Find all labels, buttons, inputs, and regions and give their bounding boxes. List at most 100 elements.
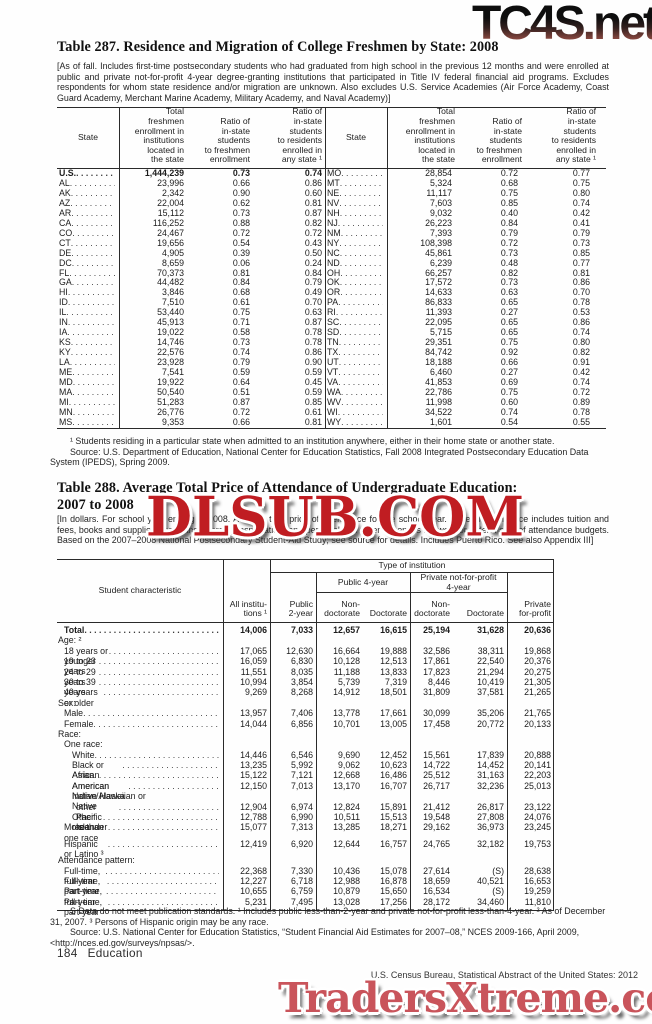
cell-ratio-freshmen: 0.66 bbox=[232, 177, 250, 188]
cell-value: 12,657 bbox=[333, 625, 360, 635]
cell-value: 22,368 bbox=[240, 865, 267, 876]
cell-total: 26,223 bbox=[425, 217, 452, 228]
dot-leader bbox=[84, 625, 219, 635]
cell-value: 26,817 bbox=[477, 801, 504, 812]
state-label: ME bbox=[59, 368, 73, 378]
row-label: Asian bbox=[72, 770, 95, 781]
cell-ratio-any: 0.70 bbox=[304, 297, 322, 308]
state-cell: ND bbox=[325, 259, 387, 269]
row-label: Female bbox=[64, 718, 94, 729]
state-label: DC bbox=[59, 258, 72, 268]
dot-leader bbox=[68, 298, 115, 308]
cell-ratio-freshmen: 0.69 bbox=[500, 377, 518, 388]
state-cell: CO bbox=[57, 229, 119, 239]
cell-ratio-freshmen: 0.66 bbox=[232, 416, 250, 427]
cell-ratio-freshmen: 0.65 bbox=[500, 317, 518, 328]
table-row: Race: bbox=[57, 729, 554, 739]
cell-value: 15,561 bbox=[423, 749, 450, 760]
table-288-note: [In dollars. For school year ending in 2… bbox=[57, 514, 609, 546]
row-label-cell: American Indian/Alaska Native bbox=[57, 781, 223, 812]
cell-value: 30,099 bbox=[423, 708, 450, 719]
cell-value: 25,512 bbox=[423, 770, 450, 781]
row-label-cell: other Pacific Islander bbox=[57, 802, 223, 833]
table-row: Attendance pattern: bbox=[57, 855, 554, 865]
dot-leader bbox=[338, 408, 383, 418]
state-label: IA bbox=[59, 328, 68, 338]
state-label: SC bbox=[327, 318, 340, 328]
cell-value: 31,163 bbox=[477, 770, 504, 781]
cell-value: 34,460 bbox=[477, 896, 504, 907]
cell-ratio-freshmen: 0.66 bbox=[500, 357, 518, 368]
cell-total: 44,482 bbox=[157, 277, 184, 288]
dot-leader bbox=[70, 179, 115, 189]
table-row: VA 41,853 0.69 0.74 bbox=[325, 377, 606, 388]
row-label-cell: White bbox=[57, 750, 223, 760]
cell-ratio-freshmen: 0.84 bbox=[500, 217, 518, 228]
cell-value: 10,419 bbox=[477, 676, 504, 687]
cell-value: 19,753 bbox=[524, 838, 551, 849]
column-header-state: State bbox=[77, 132, 99, 143]
state-cell: MA bbox=[57, 388, 119, 398]
footnote-text: ¹ Students residing in a particular stat… bbox=[70, 436, 555, 446]
table-row: NE 11,117 0.75 0.80 bbox=[325, 188, 606, 199]
cell-total: 26,776 bbox=[157, 406, 184, 417]
cell-value: 13,005 bbox=[380, 718, 407, 729]
row-label-cell: Female bbox=[57, 719, 223, 729]
column-header-private-for-profit: Private for-profit bbox=[519, 598, 551, 619]
state-label: DE bbox=[59, 248, 72, 258]
state-cell: SD bbox=[325, 328, 387, 338]
cell-total: 50,540 bbox=[157, 386, 184, 397]
cell-value: 10,623 bbox=[380, 760, 407, 771]
row-label-cell: Total bbox=[57, 625, 223, 635]
cell-ratio-any: 0.42 bbox=[572, 367, 590, 378]
state-cell: DE bbox=[57, 249, 119, 259]
row-label: 19 to 23 years bbox=[64, 656, 96, 677]
table-row: Female 14,044 6,856 10,701 13,005 17,458 20,77… bbox=[57, 719, 554, 729]
dot-leader bbox=[72, 259, 115, 269]
state-cell: UT bbox=[325, 358, 387, 368]
cell-value: 17,256 bbox=[380, 896, 407, 907]
cell-total: 5,715 bbox=[429, 327, 452, 338]
state-cell: KY bbox=[57, 348, 119, 358]
cell-ratio-freshmen: 0.85 bbox=[500, 197, 518, 208]
cell-value: 17,661 bbox=[380, 708, 407, 719]
cell-value: 15,650 bbox=[380, 886, 407, 897]
cell-ratio-any: 0.74 bbox=[572, 327, 590, 338]
cell-value: 7,033 bbox=[290, 625, 313, 635]
cell-total: 7,541 bbox=[161, 367, 184, 378]
table-row: Other race12,7886,99010,51115,51319,5482… bbox=[57, 812, 554, 832]
cell-value: 20,772 bbox=[477, 718, 504, 729]
table-row: Sex: bbox=[57, 698, 554, 708]
cell-total: 45,913 bbox=[157, 317, 184, 328]
row-label-cell: Part-time, part-year bbox=[57, 897, 223, 918]
table-rule bbox=[387, 108, 388, 428]
cell-total: 8,659 bbox=[161, 257, 184, 268]
state-cell: MS bbox=[57, 418, 119, 428]
row-label-cell: Age: ² bbox=[57, 635, 223, 645]
cell-total: 1,601 bbox=[429, 416, 452, 427]
state-label: MO bbox=[327, 169, 342, 178]
table-row: HI 3,846 0.68 0.49 bbox=[57, 288, 325, 298]
cell-ratio-freshmen: 0.59 bbox=[232, 367, 250, 378]
cell-value: 12,513 bbox=[380, 656, 407, 667]
cell-total: 86,833 bbox=[425, 297, 452, 308]
cell-ratio-freshmen: 0.06 bbox=[232, 257, 250, 268]
cell-total: 4,905 bbox=[161, 247, 184, 258]
row-label-cell: 19 to 23 years bbox=[57, 656, 223, 677]
cell-value: 13,235 bbox=[240, 760, 267, 771]
cell-value: 29,162 bbox=[423, 822, 450, 833]
dot-leader bbox=[341, 418, 383, 428]
table-row: OR 14,633 0.63 0.70 bbox=[325, 288, 606, 298]
cell-value: 7,313 bbox=[290, 822, 313, 833]
state-cell: OH bbox=[325, 269, 387, 279]
cell-ratio-freshmen: 0.72 bbox=[500, 168, 518, 178]
state-label: MA bbox=[59, 387, 73, 397]
dot-leader bbox=[69, 398, 115, 408]
cell-value: 12,452 bbox=[380, 749, 407, 760]
table-row: Male 13,957 7,406 13,778 17,661 30,099 35,206 2… bbox=[57, 708, 554, 718]
table-row: Age: ² bbox=[57, 635, 554, 645]
cell-ratio-freshmen: 0.81 bbox=[232, 267, 250, 278]
cell-ratio-freshmen: 0.73 bbox=[232, 337, 250, 348]
cell-value: 12,668 bbox=[333, 770, 360, 781]
row-label-cell: Full-time, part-year bbox=[57, 876, 223, 897]
